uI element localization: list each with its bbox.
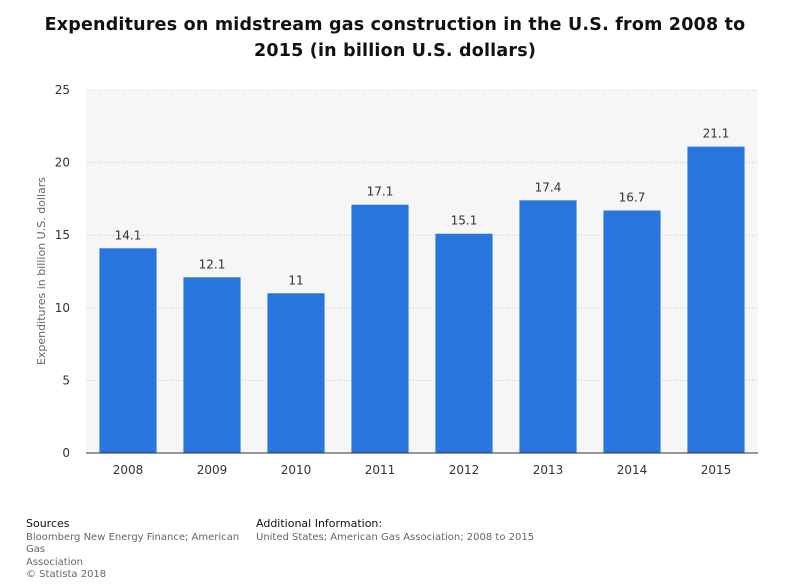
x-axis-ticks: 2008 2009 2010 2011 2012 2013 2014 2015 [113, 463, 732, 477]
bar[interactable] [687, 146, 745, 454]
data-label: 17.1 [367, 185, 394, 199]
chart-title-line-1: Expenditures on midstream gas constructi… [44, 15, 746, 35]
data-label: 17.4 [535, 180, 562, 194]
additional-info-heading: Additional Information: [256, 517, 383, 530]
bar[interactable] [603, 210, 661, 453]
data-labels: 14.1 12.1 11 17.1 15.1 17.4 16.7 21.1 [115, 127, 730, 288]
bar[interactable] [435, 233, 493, 453]
y-tick-label: 5 [62, 373, 70, 387]
x-tick-label: 2010 [281, 463, 312, 477]
x-tick-label: 2013 [533, 463, 564, 477]
sources-block: Sources Bloomberg New Energy Finance; Am… [26, 517, 256, 582]
y-tick-label: 0 [62, 446, 70, 460]
bar[interactable] [183, 277, 241, 453]
y-tick-label: 25 [55, 83, 70, 97]
data-label: 12.1 [199, 257, 226, 271]
bar[interactable] [99, 248, 157, 453]
x-tick-label: 2009 [197, 463, 228, 477]
y-tick-label: 15 [55, 228, 70, 242]
x-tick-label: 2011 [365, 463, 396, 477]
x-tick-label: 2014 [617, 463, 648, 477]
chart-title-line-2: 2015 (in billion U.S. dollars) [253, 41, 537, 61]
sources-line: Bloomberg New Energy Finance; American G… [26, 531, 240, 556]
chart-title: Expenditures on midstream gas constructi… [0, 12, 790, 64]
y-tick-label: 20 [55, 156, 70, 170]
bars [99, 146, 745, 454]
x-tick-label: 2015 [701, 463, 732, 477]
data-label: 15.1 [451, 214, 478, 228]
additional-info-text: United States; American Gas Association;… [256, 531, 535, 543]
x-tick-label: 2012 [449, 463, 480, 477]
x-tick-label: 2008 [113, 463, 144, 477]
data-label: 16.7 [619, 191, 646, 205]
y-tick-label: 10 [55, 301, 70, 315]
sources-heading: Sources [26, 517, 70, 530]
additional-info-block: Additional Information: United States; A… [256, 517, 576, 544]
data-label: 21.1 [703, 127, 730, 141]
sources-line: Association [26, 556, 83, 568]
data-label: 11 [288, 273, 303, 287]
y-axis-label: Expenditures in billion U.S. dollars [35, 177, 48, 365]
bar[interactable] [267, 293, 325, 453]
bar[interactable] [519, 200, 577, 453]
bar[interactable] [351, 204, 409, 453]
copyright-line: © Statista 2018 [26, 569, 107, 580]
y-axis-ticks: 0 5 10 15 20 25 [55, 83, 70, 460]
data-label: 14.1 [115, 228, 142, 242]
